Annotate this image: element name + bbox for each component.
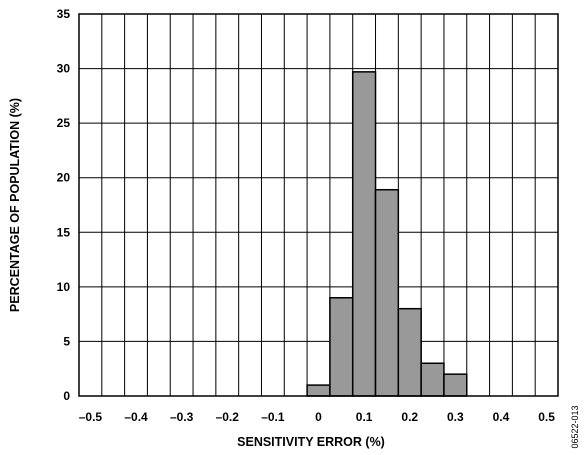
histogram-bar [397,307,422,397]
x-tick-label: 0.5 [538,410,555,424]
y-tick-label: 10 [57,280,71,294]
x-tick-label: 0.2 [401,410,418,424]
y-tick-label: 20 [57,171,71,185]
y-tick-labels: 0 5 10 15 20 25 30 35 [57,7,71,403]
x-tick-label: –0.4 [124,410,148,424]
x-tick-label: 0 [315,410,322,424]
x-tick-label: 0.1 [356,410,373,424]
bars [306,71,468,397]
y-tick-label: 30 [57,62,71,76]
x-tick-label: 0.4 [493,410,510,424]
y-axis-title: PERCENTAGE OF POPULATION (%) [8,98,22,312]
x-tick-labels: –0.5 –0.4 –0.3 –0.2 –0.1 0 0.1 0.2 0.3 0.4 0.5 [79,410,556,424]
x-tick-label: 0.3 [447,410,464,424]
figure-id: 06522-013 [570,405,580,448]
y-tick-label: 15 [57,225,71,239]
x-tick-label: –0.1 [261,410,285,424]
y-tick-label: 25 [57,116,71,130]
histogram-bar [306,384,331,397]
y-tick-label: 35 [57,7,71,21]
histogram-bar [420,362,445,397]
histogram-bar [329,297,354,397]
x-tick-label: –0.2 [216,410,240,424]
grid [79,14,558,396]
x-tick-label: –0.3 [170,410,194,424]
histogram-bar [374,188,400,397]
plot-frame [78,13,559,397]
y-tick-label: 5 [63,334,70,348]
histogram-bar [443,373,468,397]
y-tick-label: 0 [63,389,70,403]
x-tick-label: –0.5 [79,410,103,424]
histogram-bar [351,71,377,397]
x-axis-title: SENSITIVITY ERROR (%) [237,435,385,449]
